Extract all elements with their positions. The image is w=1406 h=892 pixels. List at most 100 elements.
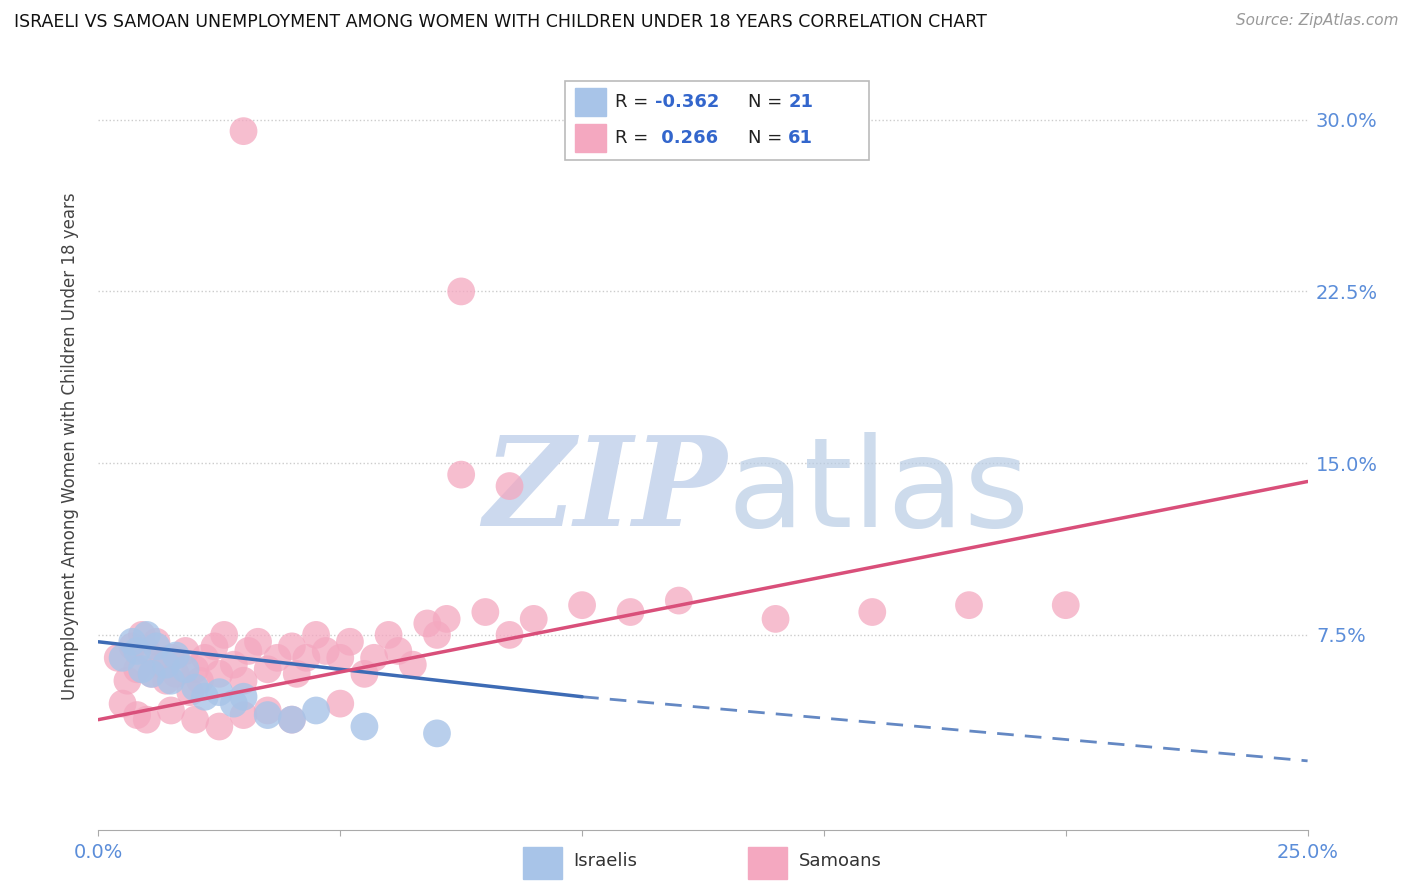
Point — [571, 598, 593, 612]
Point — [498, 479, 520, 493]
Bar — [575, 87, 606, 116]
Point — [353, 666, 375, 681]
Bar — [523, 847, 562, 879]
Point — [402, 657, 425, 672]
Point — [121, 634, 143, 648]
Point — [208, 685, 231, 699]
Point — [256, 708, 278, 723]
Point — [339, 634, 361, 648]
FancyBboxPatch shape — [565, 81, 869, 160]
Point — [222, 697, 245, 711]
Point — [111, 697, 134, 711]
Bar — [575, 124, 606, 152]
Point — [668, 593, 690, 607]
Text: Source: ZipAtlas.com: Source: ZipAtlas.com — [1236, 13, 1399, 29]
Point — [474, 605, 496, 619]
Point — [256, 704, 278, 718]
Point — [141, 666, 163, 681]
Point — [363, 650, 385, 665]
Point — [281, 640, 304, 654]
Point — [285, 666, 308, 681]
Point — [266, 650, 288, 665]
Point — [232, 124, 254, 138]
Point — [416, 616, 439, 631]
Text: R =: R = — [614, 129, 654, 147]
Point — [295, 650, 318, 665]
Text: atlas: atlas — [727, 432, 1029, 552]
Point — [523, 612, 546, 626]
Point — [127, 662, 149, 676]
Point — [426, 628, 449, 642]
Point — [179, 685, 201, 699]
Bar — [748, 847, 787, 879]
Point — [450, 467, 472, 482]
Point — [204, 640, 226, 654]
Point — [184, 662, 207, 676]
Point — [111, 650, 134, 665]
Text: ISRAELI VS SAMOAN UNEMPLOYMENT AMONG WOMEN WITH CHILDREN UNDER 18 YEARS CORRELAT: ISRAELI VS SAMOAN UNEMPLOYMENT AMONG WOM… — [14, 13, 987, 31]
Point — [184, 713, 207, 727]
Point — [765, 612, 787, 626]
Point — [329, 650, 352, 665]
Point — [174, 662, 197, 676]
Point — [127, 644, 149, 658]
Point — [127, 708, 149, 723]
Point — [194, 650, 217, 665]
Point — [232, 708, 254, 723]
Text: Israelis: Israelis — [574, 852, 638, 870]
Point — [174, 644, 197, 658]
Point — [188, 673, 211, 688]
Point — [232, 690, 254, 704]
Text: N =: N = — [748, 129, 787, 147]
Point — [1054, 598, 1077, 612]
Point — [160, 704, 183, 718]
Text: 0.266: 0.266 — [655, 129, 718, 147]
Point — [160, 650, 183, 665]
Point — [160, 673, 183, 688]
Point — [131, 628, 153, 642]
Point — [135, 644, 157, 658]
Point — [222, 657, 245, 672]
Point — [436, 612, 458, 626]
Point — [238, 644, 260, 658]
Text: 21: 21 — [789, 93, 813, 111]
Point — [150, 657, 173, 672]
Point — [305, 704, 328, 718]
Point — [184, 681, 207, 695]
Point — [353, 719, 375, 733]
Point — [450, 285, 472, 299]
Text: -0.362: -0.362 — [655, 93, 720, 111]
Point — [131, 662, 153, 676]
Point — [121, 640, 143, 654]
Point — [305, 628, 328, 642]
Point — [135, 713, 157, 727]
Point — [141, 666, 163, 681]
Point — [212, 628, 235, 642]
Point — [145, 634, 167, 648]
Text: Samoans: Samoans — [799, 852, 882, 870]
Point — [145, 640, 167, 654]
Point — [281, 713, 304, 727]
Point — [107, 650, 129, 665]
Text: 61: 61 — [789, 129, 813, 147]
Point — [329, 697, 352, 711]
Point — [165, 648, 187, 663]
Point — [155, 673, 177, 688]
Point — [619, 605, 641, 619]
Point — [281, 713, 304, 727]
Point — [377, 628, 399, 642]
Point — [135, 628, 157, 642]
Point — [498, 628, 520, 642]
Point — [117, 673, 139, 688]
Point — [860, 605, 883, 619]
Point — [165, 666, 187, 681]
Point — [155, 657, 177, 672]
Point — [256, 662, 278, 676]
Point — [247, 634, 270, 648]
Point — [208, 719, 231, 733]
Point — [426, 726, 449, 740]
Point — [957, 598, 980, 612]
Point — [232, 673, 254, 688]
Point — [387, 644, 409, 658]
Text: R =: R = — [614, 93, 654, 111]
